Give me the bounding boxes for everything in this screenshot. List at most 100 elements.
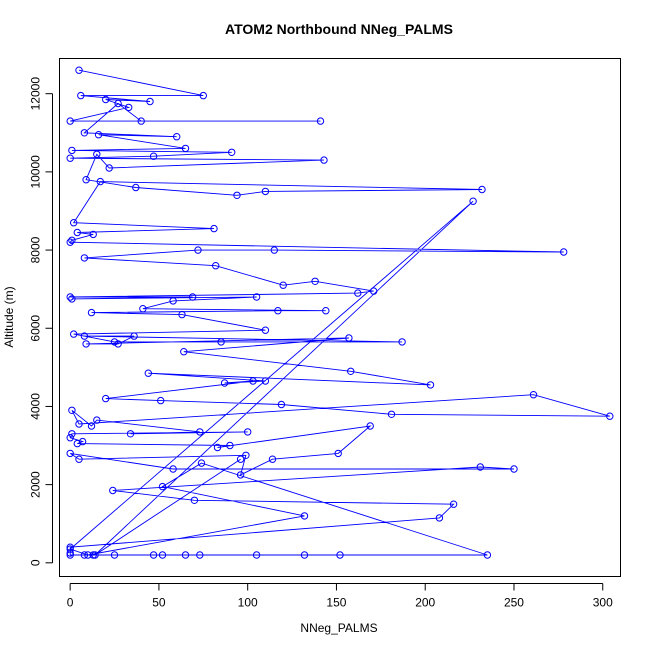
data-point [199,91,208,100]
data-point [66,545,74,553]
data-point [316,117,325,125]
data-point [89,230,97,239]
y-tick-label: 12000 [29,77,43,111]
x-axis-label: NNeg_PALMS [300,621,377,635]
data-point [426,381,435,389]
data-point [84,551,92,559]
data-point [66,434,74,442]
data-point [560,248,568,256]
data-point [66,117,74,125]
data-point [469,197,477,205]
data-point [510,465,518,473]
data-point [91,551,99,559]
data-point [345,334,353,342]
y-tick-label: 10000 [29,155,43,189]
data-point [300,512,309,520]
data-point [261,187,270,196]
data-point [75,66,83,74]
data-point [606,412,614,420]
data-point [66,549,74,557]
data-point [77,91,85,100]
data-point [149,551,158,559]
data-point [210,224,218,233]
data-point [320,156,328,164]
x-tick-label: 50 [152,596,166,610]
data-point [261,326,270,334]
data-point [93,416,101,424]
data-point [102,394,110,403]
data-point [478,185,486,194]
data-point [169,465,177,473]
data-point [529,391,538,399]
data-point [366,422,374,430]
data-point [194,246,202,254]
data-point [102,95,110,104]
series-layer [69,69,610,556]
data-point [82,340,90,348]
data-point [334,449,342,458]
data-point [146,97,154,106]
data-point [180,348,188,356]
data-point [109,486,117,495]
data-point [169,297,177,305]
y-tick-label: 0 [29,559,43,566]
data-point [252,293,261,301]
x-tick-label: 100 [238,596,258,610]
y-tick-label: 4000 [29,393,43,420]
data-point [130,332,138,340]
data-point [126,430,135,438]
data-point [144,369,153,377]
x-tick-label: 250 [504,596,524,610]
data-point [82,176,90,184]
data-point [300,551,309,559]
data-point [87,422,96,430]
data-point [398,338,406,346]
data-point [261,377,270,385]
data-point [347,367,355,375]
data-point [483,551,492,559]
data-point [181,551,190,559]
data-point [181,144,190,153]
data-point [236,455,245,463]
y-axis-label: Altitude (m) [2,286,16,347]
data-point [132,183,140,192]
data-point [80,254,89,262]
data-point [75,420,83,428]
data-point [277,400,286,409]
x-tick-label: 150 [326,596,346,610]
data-point [66,449,74,458]
x-tick-label: 200 [415,596,435,610]
data-point [137,117,145,125]
data-point [449,500,458,508]
data-point [68,236,76,245]
data-point [157,396,165,405]
points-layer [66,66,614,559]
data-point [105,164,113,172]
y-axis: 0 2000 4000 6000 8000 10000 12000 [29,77,53,566]
data-point [197,459,206,467]
y-tick-label: 6000 [29,315,43,342]
data-point [435,514,444,522]
data-point [233,191,241,200]
series-line [69,69,610,556]
data-point [228,148,236,157]
data-point [125,103,133,112]
data-point [68,146,76,155]
data-point [252,551,261,559]
data-point [220,379,229,387]
data-point [110,551,119,559]
data-point [80,332,89,340]
data-point [236,471,245,479]
data-point [173,133,181,141]
data-point [387,410,396,418]
data-point [476,463,484,471]
data-point [226,441,234,450]
x-tick-label: 300 [593,596,613,610]
data-point [213,443,222,452]
data-point [279,281,287,289]
data-point [68,406,76,414]
data-point [196,428,204,436]
data-point [94,131,103,139]
data-point [149,152,158,160]
data-point [70,330,78,338]
